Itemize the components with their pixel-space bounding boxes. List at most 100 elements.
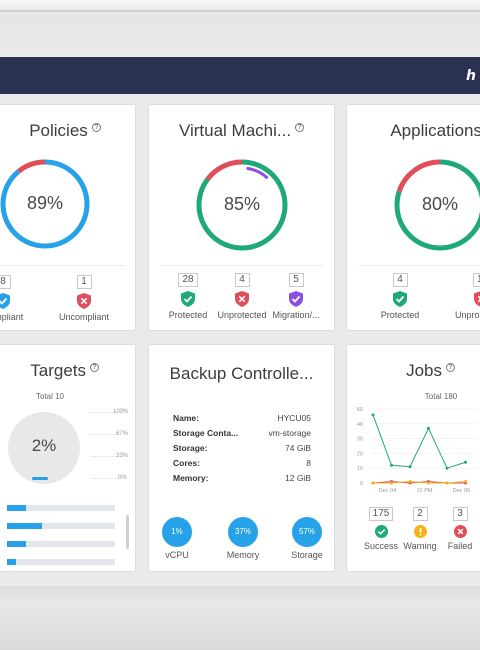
device-bezel-top bbox=[0, 0, 480, 57]
target-bar[interactable] bbox=[7, 541, 115, 547]
usage-circle bbox=[8, 412, 80, 484]
stat-label: Uncompliant bbox=[58, 312, 110, 322]
scale-tick: 33% bbox=[116, 453, 129, 459]
bubble-label: Storage bbox=[291, 550, 323, 560]
data-point-warning bbox=[371, 481, 375, 485]
count-badge: 2 bbox=[412, 507, 428, 521]
y-tick-label: 30 bbox=[357, 437, 363, 443]
app-header: h bbox=[0, 57, 480, 94]
policies-card[interactable]: Policies? 89% 8 Compliant 1 Uncompliant bbox=[0, 104, 136, 331]
data-point-warning bbox=[445, 481, 449, 485]
stat-label: Success bbox=[363, 541, 398, 551]
error-circle-icon bbox=[453, 525, 467, 538]
count-badge: 28 bbox=[178, 273, 198, 287]
y-tick-label: 10 bbox=[357, 466, 363, 472]
stat-compliant[interactable]: 8 Compliant bbox=[0, 271, 38, 322]
data-point-success bbox=[371, 413, 375, 417]
data-point-success bbox=[408, 465, 412, 469]
info-row: Storage Conta... vm-storage bbox=[173, 428, 311, 438]
compliance-percent: 89% bbox=[26, 193, 64, 213]
data-point-success bbox=[390, 463, 393, 467]
stat-label: Unpro bbox=[455, 310, 480, 320]
usage-fill bbox=[32, 477, 48, 480]
compliance-ring bbox=[0, 159, 90, 249]
check-circle-icon bbox=[374, 525, 388, 538]
count-badge: 1 bbox=[76, 275, 92, 289]
stat-failed[interactable]: 3 Failed bbox=[440, 503, 480, 551]
vcpu-usage-bubble: 1% bbox=[162, 517, 192, 547]
card-title: Jobs? bbox=[347, 361, 455, 381]
scale-tick: 100% bbox=[113, 409, 129, 415]
count-badge: 8 bbox=[0, 275, 11, 289]
help-icon[interactable]: ? bbox=[91, 123, 101, 132]
stat-success[interactable]: 175 Success bbox=[361, 503, 401, 551]
target-bar[interactable] bbox=[7, 523, 115, 529]
stat-label: Unprotected bbox=[217, 310, 267, 320]
stat-unprotected[interactable]: 1 Unpro bbox=[443, 269, 480, 320]
y-tick-label: 40 bbox=[357, 422, 363, 428]
data-point-warning bbox=[408, 480, 412, 484]
series-line-success bbox=[372, 414, 466, 469]
count-badge: 175 bbox=[368, 507, 394, 521]
stat-warning[interactable]: 2 Warning bbox=[400, 503, 440, 551]
jobs-card[interactable]: Jobs? Total 180 50 40 30 20 10 0 Dec 04 12 PM De… bbox=[346, 344, 480, 572]
series-line-warning bbox=[373, 481, 466, 484]
data-point-warning bbox=[390, 481, 393, 485]
info-row: Name: HYCU05 bbox=[173, 413, 311, 423]
data-point-success bbox=[464, 460, 467, 464]
shield-check-icon bbox=[393, 291, 407, 307]
protection-percent: 85% bbox=[223, 194, 261, 214]
y-tick-label: 0 bbox=[360, 481, 363, 487]
memory-usage-bubble: 37% bbox=[228, 517, 258, 547]
virtual-machines-card[interactable]: Virtual Machi...? 85% 28 Protected 4 Unp… bbox=[148, 104, 335, 331]
card-title: Virtual Machi...? bbox=[149, 121, 334, 141]
help-icon[interactable]: ? bbox=[90, 363, 99, 372]
help-icon[interactable]: ? bbox=[446, 363, 455, 372]
targets-total: Total 10 bbox=[35, 392, 65, 401]
stat-migration[interactable]: 5 Migration/... bbox=[261, 269, 331, 320]
stat-protected[interactable]: 28 Protected bbox=[153, 269, 223, 320]
jobs-line-chart[interactable]: 50 40 30 20 10 0 Dec 04 12 PM Dec 05 bbox=[347, 403, 480, 499]
device-bezel-bottom bbox=[0, 586, 480, 650]
x-tick-label: 12 PM bbox=[417, 488, 433, 494]
count-badge: 3 bbox=[452, 507, 468, 521]
jobs-total: Total 180 bbox=[424, 392, 458, 401]
scale-tick: 67% bbox=[116, 431, 129, 437]
info-row: Cores: 8 bbox=[173, 458, 311, 468]
data-point-warning bbox=[464, 480, 467, 484]
help-icon[interactable]: ? bbox=[295, 123, 305, 132]
stat-label: Migration/... bbox=[272, 310, 320, 320]
shield-x-icon bbox=[77, 293, 91, 309]
bubble-label: Memory bbox=[226, 550, 260, 560]
stat-uncompliant[interactable]: 1 Uncompliant bbox=[49, 271, 119, 322]
applications-card[interactable]: Applications 80% 4 Protected 1 Unpro bbox=[346, 104, 480, 331]
bubble-label: vCPU bbox=[165, 550, 189, 560]
backup-controller-card[interactable]: Backup Controlle... Name: HYCU05 Storage … bbox=[148, 344, 335, 572]
protection-ring bbox=[196, 159, 288, 251]
stat-label: Failed bbox=[447, 541, 473, 551]
brand-logo: h bbox=[466, 68, 476, 84]
stat-protected[interactable]: 4 Protected bbox=[365, 269, 435, 320]
info-row: Memory: 12 GiB bbox=[173, 473, 311, 483]
count-badge: 1 bbox=[473, 273, 480, 287]
scale-tick: 0% bbox=[118, 475, 127, 481]
shield-check-icon bbox=[0, 293, 10, 309]
stat-unprotected[interactable]: 4 Unprotected bbox=[207, 269, 277, 320]
count-badge: 4 bbox=[234, 273, 250, 287]
scrollbar[interactable] bbox=[126, 515, 129, 549]
y-tick-label: 50 bbox=[357, 407, 363, 413]
x-tick-label: Dec 04 bbox=[379, 488, 396, 494]
shield-check-icon bbox=[289, 291, 303, 307]
target-bar[interactable] bbox=[7, 559, 115, 565]
shield-x-icon bbox=[235, 291, 249, 307]
card-title: Backup Controlle... bbox=[169, 364, 314, 383]
target-bar[interactable] bbox=[7, 505, 115, 511]
targets-card[interactable]: Targets? Total 10 100% 67% 33% 0% 2% bbox=[0, 344, 136, 572]
data-point-success bbox=[445, 466, 449, 470]
dashboard: Policies? 89% 8 Compliant 1 Uncompliant … bbox=[0, 94, 480, 586]
stat-label: Protected bbox=[380, 310, 420, 320]
data-point-success bbox=[427, 426, 430, 430]
protection-ring bbox=[394, 159, 480, 251]
x-tick-label: Dec 05 bbox=[453, 488, 470, 494]
count-badge: 5 bbox=[288, 273, 304, 287]
